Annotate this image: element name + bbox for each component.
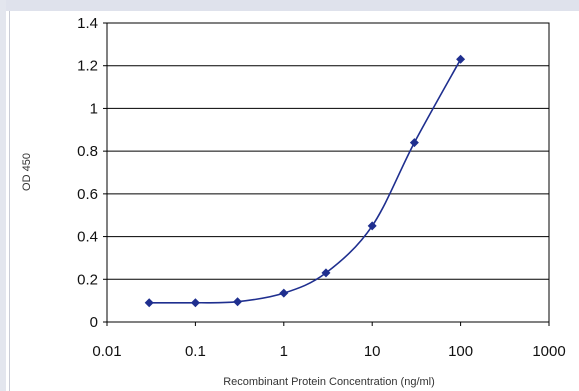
x-tick-label: 1000 [532,343,565,360]
data-point [456,54,466,64]
x-tick-label: 0.01 [92,343,121,360]
x-tick-label: 10 [364,343,381,360]
y-tick-label: 1.2 [77,58,98,75]
series-points [144,54,466,308]
y-tick-label: 1.4 [77,15,98,32]
x-tick-label: 1 [280,343,288,360]
data-point [409,138,419,148]
left-border-bar [0,0,6,391]
data-point [233,297,243,307]
y-tick-label: 0.4 [77,229,98,246]
top-border-bar [0,0,579,11]
x-axis-ticks: 0.01 0.1 1 10 100 1000 [92,322,566,360]
data-point [321,268,331,278]
y-tick-label: 0.8 [77,143,98,160]
y-tick-label: 0.2 [77,271,98,288]
data-point [367,221,377,231]
y-tick-label: 0.6 [77,186,98,203]
x-axis-label: Recombinant Protein Concentration (ng/ml… [223,376,435,388]
y-axis-ticks: 0 0.2 0.4 0.6 0.8 1 1.2 1.4 [77,15,107,331]
y-tick-label: 1 [90,100,98,117]
x-tick-label: 0.1 [185,343,206,360]
frame-divider [9,11,10,391]
x-tick-label: 100 [448,343,473,360]
data-point [190,298,200,308]
data-point [144,298,154,308]
plot-area [106,22,550,323]
data-point [279,288,289,298]
y-tick-label: 0 [90,314,98,331]
y-axis-label: OD 450 [21,153,33,191]
gridlines [107,65,549,280]
